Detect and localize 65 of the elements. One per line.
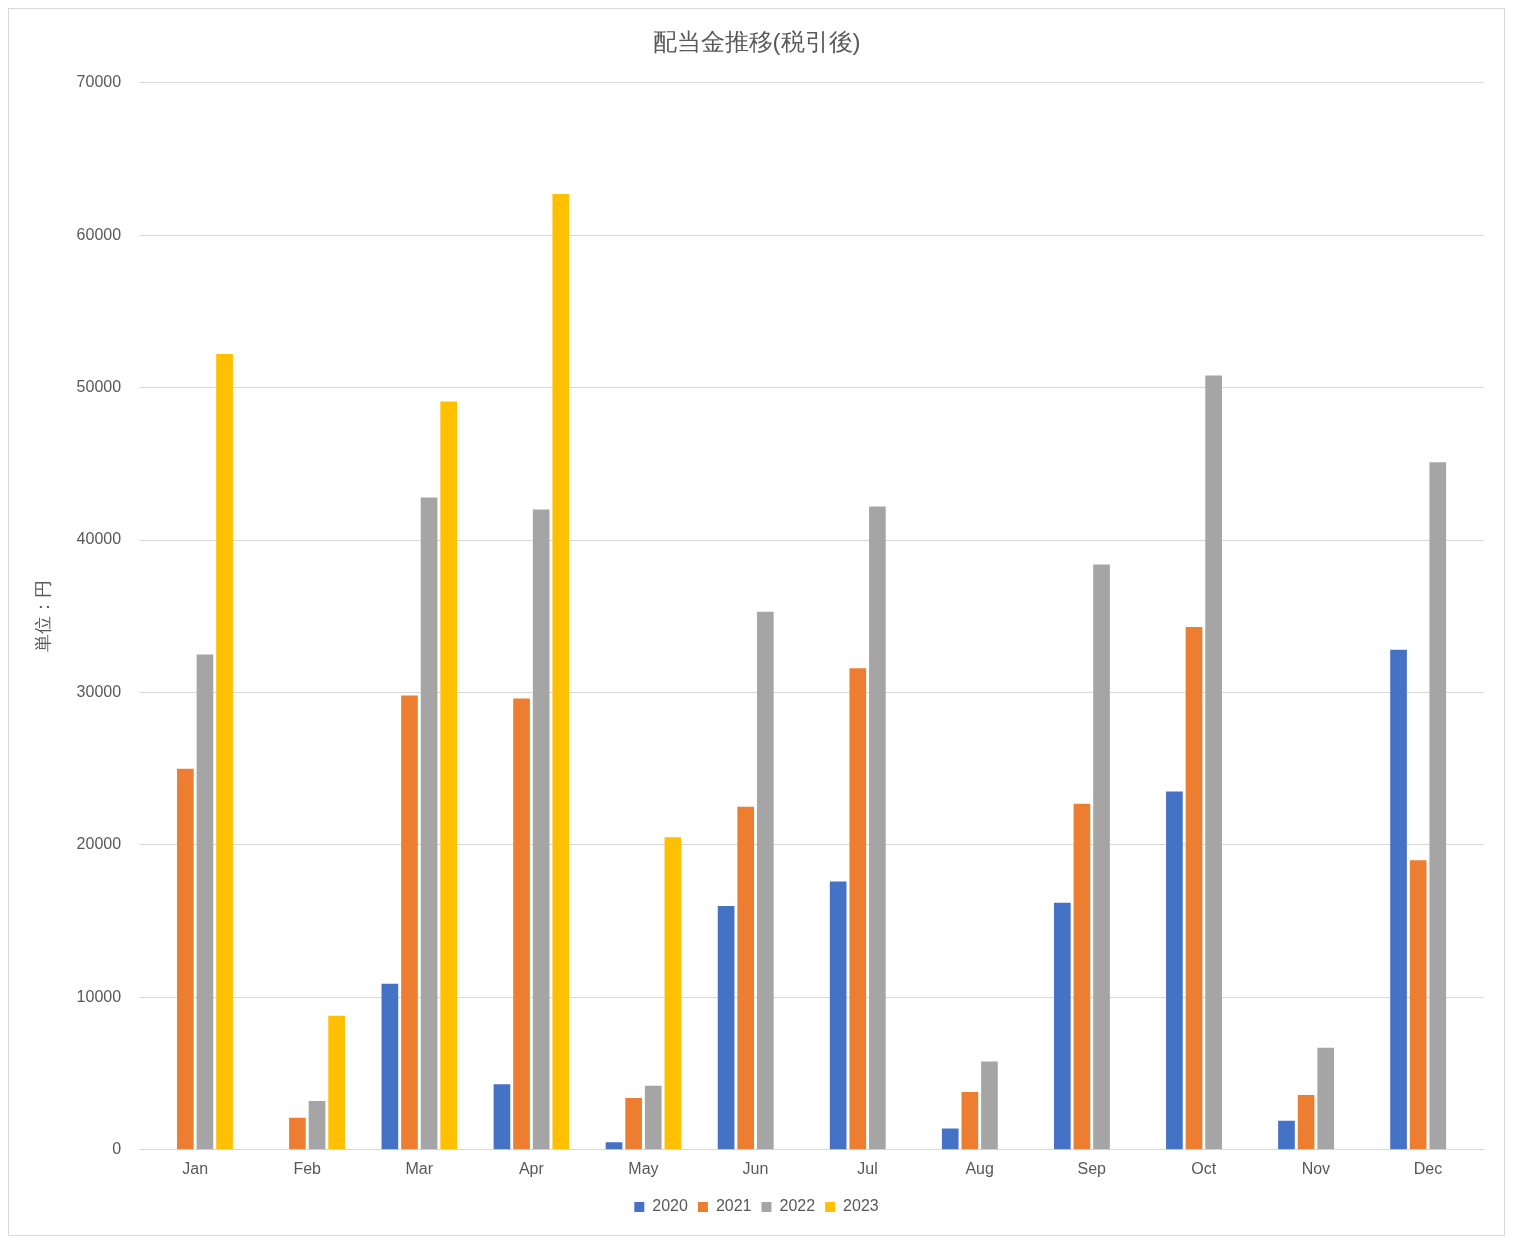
legend-label: 2023 (843, 1197, 879, 1215)
y-tick-label: 0 (112, 1140, 122, 1158)
bar (401, 695, 418, 1150)
y-axis-title: 単位：円 (32, 580, 53, 653)
x-tick-label: Nov (1301, 1159, 1331, 1177)
x-tick-label: Oct (1191, 1159, 1217, 1177)
bar (1205, 375, 1222, 1150)
bar (625, 1097, 642, 1150)
y-tick-label: 70000 (76, 73, 122, 91)
bar (1073, 803, 1091, 1150)
y-tick-label: 40000 (76, 530, 122, 548)
y-tick-label: 10000 (76, 987, 122, 1005)
legend-label: 2020 (652, 1197, 689, 1215)
bar (869, 506, 886, 1150)
bar (1390, 649, 1407, 1150)
x-tick-label: Mar (405, 1159, 434, 1177)
bar (420, 497, 438, 1150)
bar (1317, 1047, 1335, 1150)
bar (328, 1015, 345, 1150)
bar (1185, 626, 1203, 1150)
x-tick-label: Jul (857, 1159, 878, 1177)
bar (289, 1117, 306, 1150)
bar (493, 1084, 511, 1150)
x-tick-label: Apr (518, 1159, 545, 1177)
bar (552, 194, 570, 1150)
x-tick-label: May (628, 1159, 659, 1177)
bar (513, 698, 530, 1150)
bar (381, 983, 399, 1150)
bar (532, 509, 550, 1150)
bar (605, 1142, 623, 1150)
bar (1429, 462, 1447, 1150)
bar (308, 1101, 326, 1150)
bar (644, 1085, 662, 1150)
bar (849, 668, 867, 1150)
bar (216, 354, 233, 1150)
x-tick-label: Aug (965, 1159, 994, 1177)
legend-label: 2021 (715, 1197, 752, 1215)
y-tick-label: 50000 (76, 378, 122, 396)
y-tick-label: 60000 (76, 225, 122, 243)
bar (1297, 1094, 1315, 1150)
bar (176, 768, 194, 1150)
y-tick-label: 30000 (76, 682, 122, 700)
bar (961, 1091, 979, 1150)
x-tick-label: Sep (1077, 1159, 1107, 1177)
bar (829, 881, 847, 1150)
bar (1166, 791, 1183, 1150)
x-tick-label: Dec (1413, 1159, 1443, 1177)
bar (1278, 1120, 1295, 1150)
bar (981, 1061, 998, 1150)
bar (941, 1128, 959, 1150)
bar (737, 806, 755, 1150)
x-tick-label: Jan (182, 1159, 209, 1177)
x-tick-label: Feb (293, 1159, 322, 1177)
bar (196, 654, 214, 1150)
chart-title: 配当金推移(税引後) (652, 28, 861, 56)
y-tick-label: 20000 (76, 835, 122, 853)
bar (1093, 564, 1110, 1150)
bar (1053, 902, 1071, 1150)
bar (1409, 860, 1427, 1150)
bar (664, 837, 682, 1150)
legend-label: 2022 (779, 1197, 816, 1215)
x-tick-label: Jun (742, 1159, 769, 1177)
bar (717, 905, 735, 1150)
bar (756, 611, 774, 1150)
bar (440, 401, 458, 1150)
